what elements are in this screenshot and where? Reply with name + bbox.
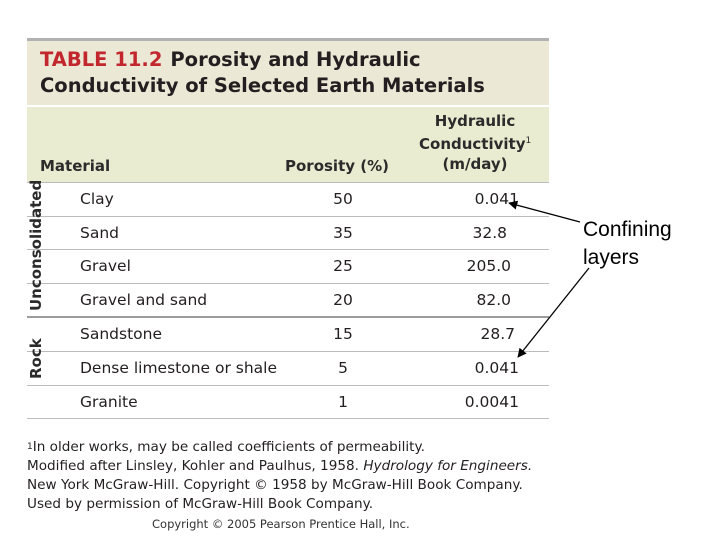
copyright-notice: Copyright © 2005 Pearson Prentice Hall, … — [152, 517, 410, 531]
cell-conductivity: 0.041 — [474, 358, 519, 377]
cell-porosity: 5 — [338, 358, 348, 377]
table-footnotes: 1In older works, may be called coefficie… — [27, 438, 532, 514]
annotation-line-1: Confining — [583, 218, 672, 241]
cell-conductivity: 82.0 — [476, 290, 511, 309]
cell-conductivity: 0.0041 — [464, 392, 519, 411]
cell-porosity: 50 — [333, 190, 353, 208]
footnote-marker: 1 — [525, 136, 532, 146]
cell-porosity: 35 — [333, 223, 353, 242]
cell-material: Gravel and sand — [80, 290, 208, 309]
source-line-3: Used by permission of McGraw-Hill Book C… — [27, 496, 374, 512]
table-row: Gravel 25 205.0 — [27, 250, 549, 284]
cell-porosity: 1 — [338, 392, 348, 411]
table-title-bar: TABLE 11.2 Porosity and Hydraulic Conduct… — [27, 38, 549, 105]
cell-material: Gravel — [80, 257, 131, 276]
cell-material: Sand — [80, 223, 119, 242]
table-row: Clay 50 0.041 — [27, 182, 549, 217]
conductivity-header-units: (m/day) — [442, 155, 508, 173]
source-line-1: Modified after Linsley, Kohler and Paulh… — [27, 457, 532, 476]
cell-material: Sandstone — [80, 325, 162, 344]
source-text-a: Modified after Linsley, Kohler and Paulh… — [27, 458, 364, 474]
cell-material: Dense limestone or shale — [80, 358, 278, 377]
annotation-line-2: layers — [583, 246, 640, 269]
source-book-title: Hydrology for Engineers. — [363, 458, 533, 474]
cell-conductivity: 28.7 — [480, 325, 515, 344]
table-row: Sand 35 32.8 — [27, 217, 549, 251]
table-header: Material Porosity (%) Hydraulic Conducti… — [27, 105, 549, 182]
footnote-1-text: In older works, may be called coefficien… — [32, 439, 425, 455]
table-11-2: TABLE 11.2 Porosity and Hydraulic Conduct… — [27, 38, 549, 420]
conductivity-header-word: Conductivity — [419, 135, 526, 153]
conductivity-header-line-1: Hydraulic — [434, 112, 516, 130]
column-header-material: Material — [40, 157, 111, 175]
cell-porosity: 20 — [333, 290, 353, 309]
cell-conductivity: 0.041 — [474, 190, 519, 208]
cell-porosity: 15 — [333, 325, 353, 344]
confining-layers-annotation: Confining layers — [583, 216, 672, 272]
conductivity-header-line-2: Conductivity1 — [419, 131, 531, 154]
footnote-1: 1In older works, may be called coefficie… — [27, 438, 532, 457]
cell-material: Clay — [80, 190, 114, 208]
arrow-to-dense-limestone — [517, 267, 590, 358]
cell-material: Granite — [80, 392, 138, 411]
table-title-line-2: Conductivity of Selected Earth Materials — [40, 74, 485, 97]
source-line-2: New York McGraw-Hill. Copyright © 1958 b… — [27, 477, 523, 493]
column-header-porosity: Porosity (%) — [285, 157, 389, 175]
table-row: Sandstone 15 28.7 — [27, 318, 549, 352]
table-body: Clay 50 0.041 Sand 35 32.8 Gravel 25 205… — [27, 182, 549, 420]
column-header-conductivity: Hydraulic Conductivity1 (m/day) — [419, 111, 531, 174]
table-row: Granite 1 0.0041 — [27, 386, 549, 420]
cell-conductivity: 205.0 — [466, 257, 511, 276]
table-title-line-1: TABLE 11.2 Porosity and Hydraulic — [40, 47, 537, 73]
table-row: Dense limestone or shale 5 0.041 — [27, 352, 549, 386]
footnote-1-marker: 1 — [27, 442, 33, 452]
cell-porosity: 25 — [333, 257, 353, 276]
table-number: TABLE 11.2 — [40, 48, 163, 71]
cell-conductivity: 32.8 — [472, 223, 507, 242]
table-title-part-1: Porosity and Hydraulic — [170, 48, 421, 71]
table-row: Gravel and sand 20 82.0 — [27, 284, 549, 319]
arrow-to-clay — [508, 200, 581, 223]
